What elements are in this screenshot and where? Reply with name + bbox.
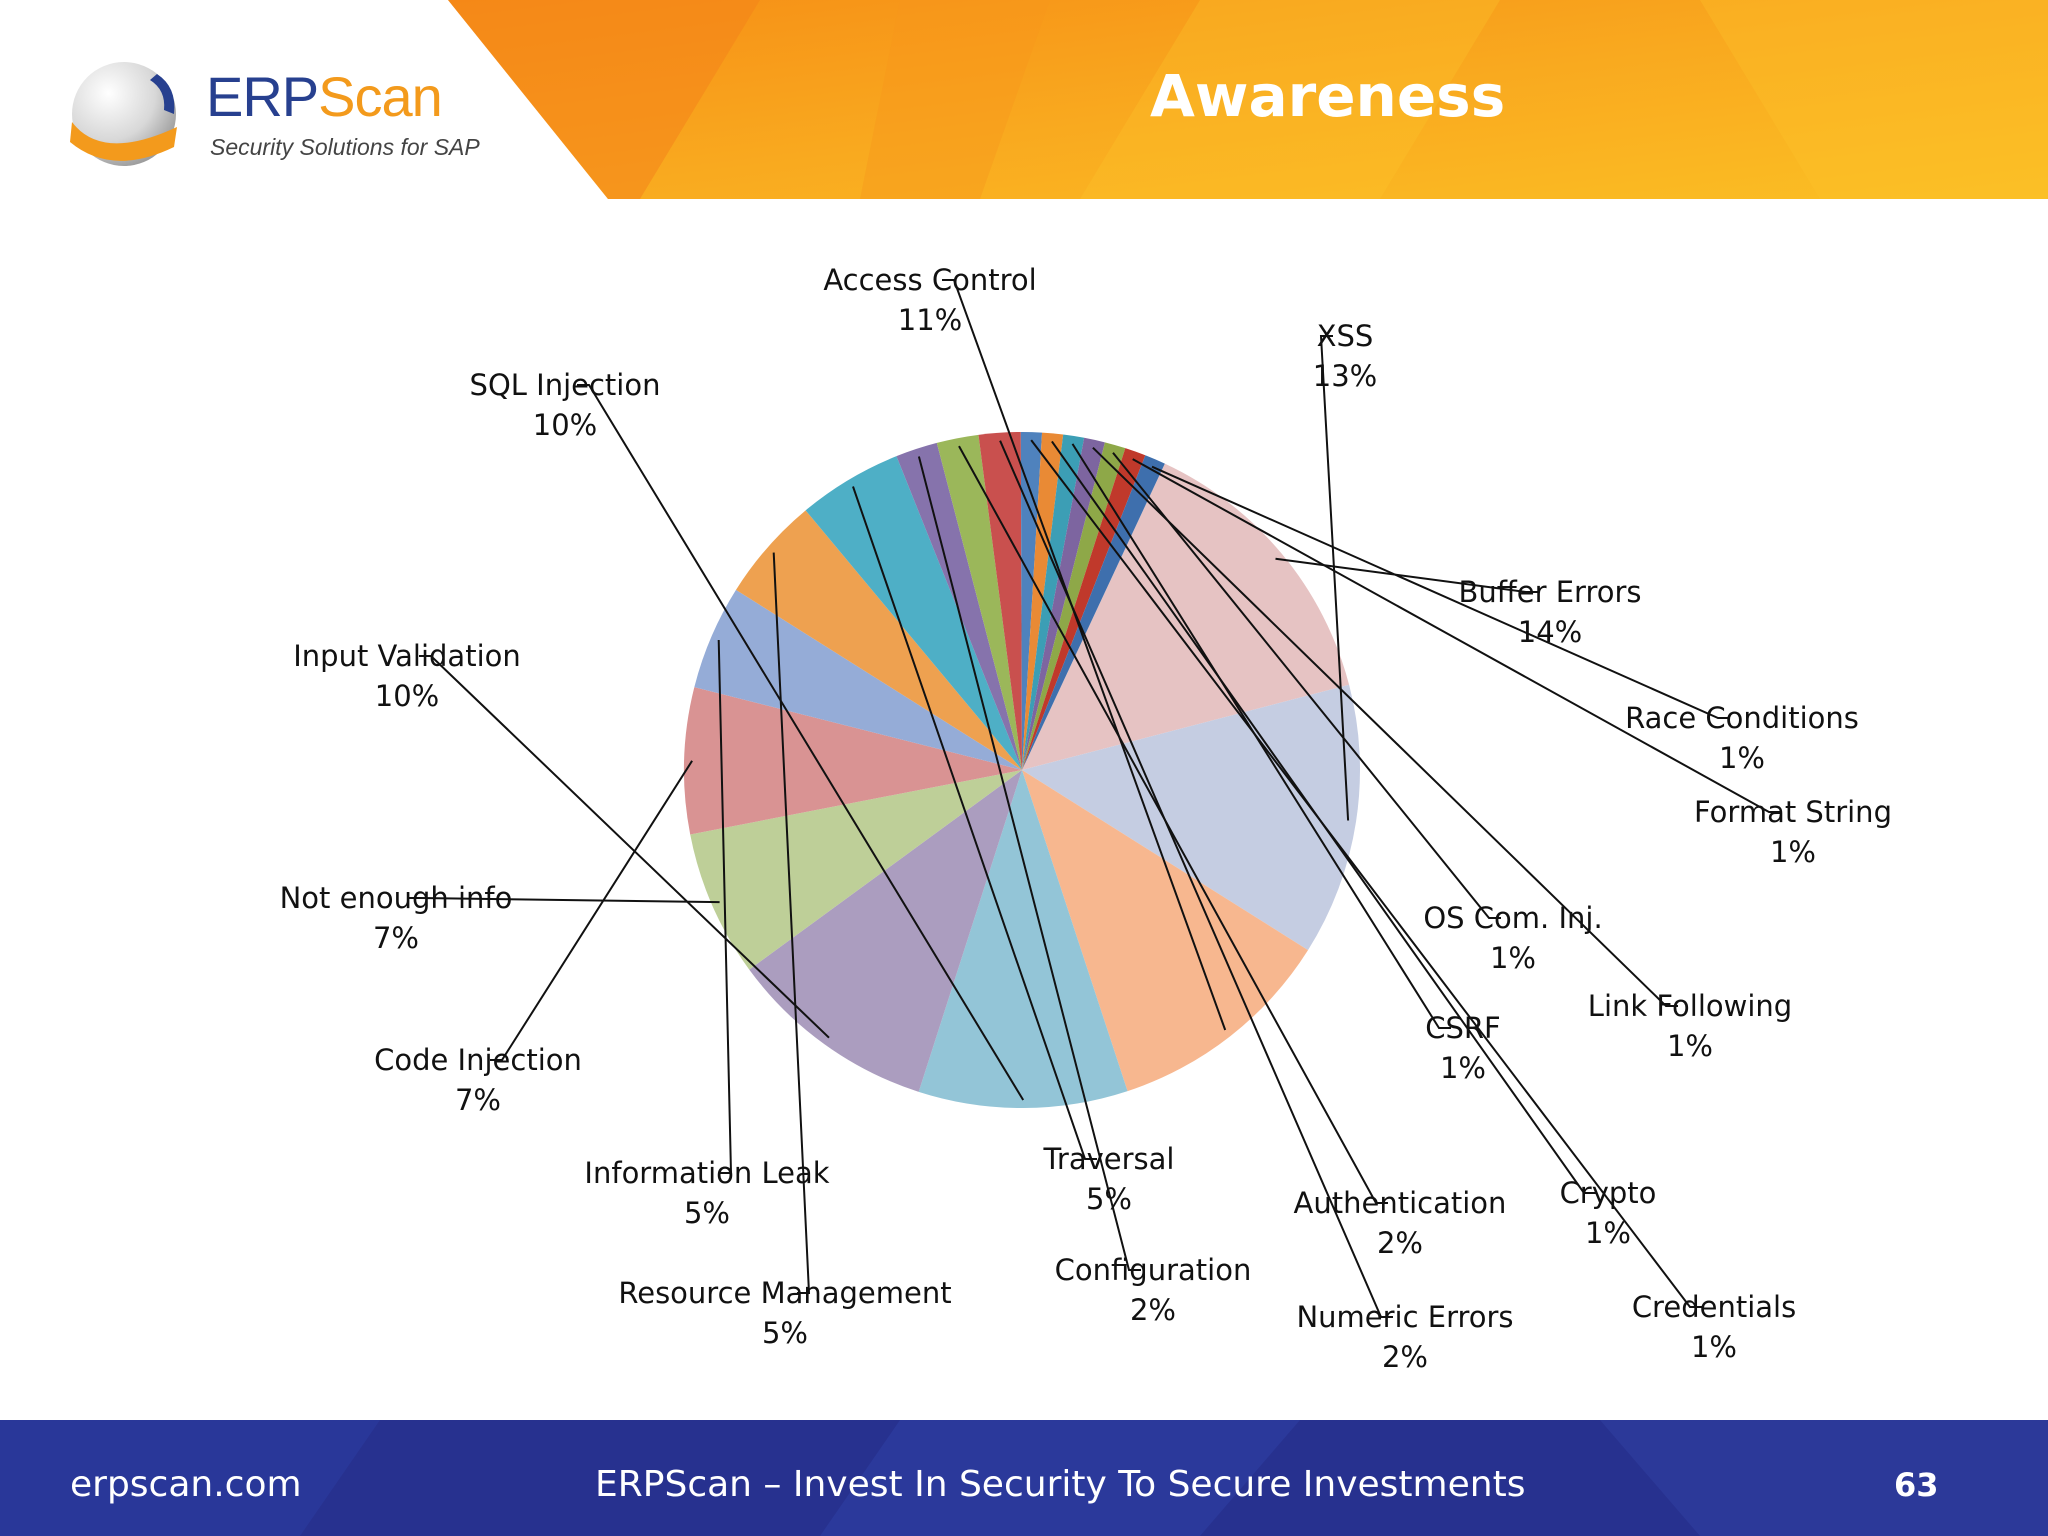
slice-label-not-enough-info: Not enough info <box>280 881 513 915</box>
slice-value-authentication: 2% <box>1377 1226 1423 1260</box>
leader-line-numeric-errors <box>999 440 1393 1318</box>
leader-line-information-leak <box>717 639 733 1174</box>
slice-label-format-string: Format String <box>1694 795 1892 829</box>
slice-value-credentials: 1% <box>1691 1330 1737 1364</box>
erpscan-logo <box>62 52 502 182</box>
pie-slice-link-following <box>1022 437 1105 770</box>
slice-label-link-following: Link Following <box>1588 989 1792 1023</box>
pie-slice-configuration <box>896 442 1022 770</box>
pie-slice-information-leak <box>694 589 1022 770</box>
globe-icon <box>70 62 177 166</box>
pie-slice-crypto <box>1022 432 1064 770</box>
footer-banner <box>0 1420 2048 1536</box>
slide-title: Awareness <box>1150 62 1506 130</box>
leader-line-csrf <box>1071 443 1451 1029</box>
brand-name: ERPScan <box>206 64 443 129</box>
slice-label-buffer-errors: Buffer Errors <box>1458 575 1641 609</box>
slice-label-authentication: Authentication <box>1294 1186 1507 1220</box>
pie-slice-traversal <box>805 456 1022 770</box>
leader-line-sql-injection <box>577 384 1025 1101</box>
slice-value-csrf: 1% <box>1440 1051 1486 1085</box>
slice-label-race-conditions: Race Conditions <box>1625 701 1859 735</box>
footer-slogan: ERPScan – Invest In Security To Secure I… <box>595 1464 1526 1505</box>
leader-line-race-conditions <box>1151 465 1730 719</box>
leader-line-input-validation <box>419 655 830 1039</box>
pie-slice-sql-injection <box>918 770 1128 1109</box>
brand-tagline: Security Solutions for SAP <box>210 134 480 160</box>
pie-slice-access-control <box>1022 770 1309 1092</box>
slice-value-code-injection: 7% <box>455 1083 501 1117</box>
slice-value-os-com-inj: 1% <box>1490 941 1536 975</box>
slice-label-resource-management: Resource Management <box>618 1276 951 1310</box>
header-banner <box>448 0 2048 199</box>
slice-label-sql-injection: SQL Injection <box>470 368 661 402</box>
slice-value-race-conditions: 1% <box>1719 741 1765 775</box>
leader-line-resource-management <box>772 552 811 1294</box>
slice-label-access-control: Access Control <box>823 263 1036 297</box>
pie-slice-code-injection <box>684 687 1022 835</box>
pie-slice-os-com-inj <box>1022 442 1126 770</box>
leader-line-format-string <box>1132 458 1781 813</box>
slice-label-code-injection: Code Injection <box>374 1043 582 1077</box>
leader-line-traversal <box>852 486 1097 1160</box>
leader-line-os-com-inj <box>1112 452 1501 919</box>
slice-value-resource-management: 5% <box>762 1316 808 1350</box>
leader-line-xss <box>1319 335 1350 821</box>
slice-value-crypto: 1% <box>1585 1216 1631 1250</box>
slice-label-xss: XSS <box>1317 319 1374 353</box>
brand-name-erp: ERP <box>206 65 319 128</box>
slice-label-information-leak: Information Leak <box>584 1156 829 1190</box>
slice-label-traversal: Traversal <box>1042 1142 1174 1176</box>
leader-line-code-injection <box>490 760 693 1061</box>
slice-value-information-leak: 5% <box>684 1196 730 1230</box>
slice-label-credentials: Credentials <box>1632 1290 1796 1324</box>
slice-label-configuration: Configuration <box>1055 1253 1252 1287</box>
footer: erpscan.com ERPScan – Invest In Security… <box>0 1420 2048 1536</box>
pie-chart: Buffer Errors 14% XSS 13% Access Control 11% S… <box>280 263 1892 1374</box>
slice-value-link-following: 1% <box>1667 1029 1713 1063</box>
slice-label-input-validation: Input Validation <box>293 639 521 673</box>
slice-label-numeric-errors: Numeric Errors <box>1296 1300 1513 1334</box>
leader-line-configuration <box>917 456 1141 1271</box>
slice-value-not-enough-info: 7% <box>373 921 419 955</box>
slice-value-format-string: 1% <box>1770 835 1816 869</box>
slice-value-xss: 13% <box>1313 359 1377 393</box>
pie-slice-resource-management <box>735 510 1022 770</box>
slice-value-sql-injection: 10% <box>533 408 597 442</box>
pie-slice-input-validation <box>749 770 1022 1092</box>
slice-value-traversal: 5% <box>1086 1182 1132 1216</box>
leader-line-link-following <box>1092 446 1678 1007</box>
pie-slice-credentials <box>1020 431 1043 770</box>
slice-label-csrf: CSRF <box>1425 1011 1501 1045</box>
brand-name-scan: Scan <box>318 65 443 128</box>
pie-slice-numeric-errors <box>978 432 1022 770</box>
pie-slice-not-enough-info <box>690 770 1022 970</box>
page-number: 63 <box>1894 1466 1939 1504</box>
slice-label-os-com-inj: OS Com. Inj. <box>1423 901 1602 935</box>
pie-slice-xss <box>1022 684 1361 951</box>
footer-website: erpscan.com <box>70 1464 302 1505</box>
slice-value-buffer-errors: 14% <box>1518 615 1582 649</box>
leader-line-buffer-errors <box>1275 557 1538 593</box>
slice-value-configuration: 2% <box>1130 1293 1176 1327</box>
leader-line-access-control <box>942 279 1227 1031</box>
pie-slice-authentication <box>936 434 1022 770</box>
leader-line-not-enough-info <box>408 897 720 904</box>
leader-line-authentication <box>958 445 1388 1204</box>
pie-slice-csrf <box>1022 434 1085 770</box>
slice-value-access-control: 11% <box>898 303 962 337</box>
slice-value-input-validation: 10% <box>375 679 439 713</box>
slice-value-numeric-errors: 2% <box>1382 1340 1428 1374</box>
slice-label-crypto: Crypto <box>1560 1176 1657 1210</box>
